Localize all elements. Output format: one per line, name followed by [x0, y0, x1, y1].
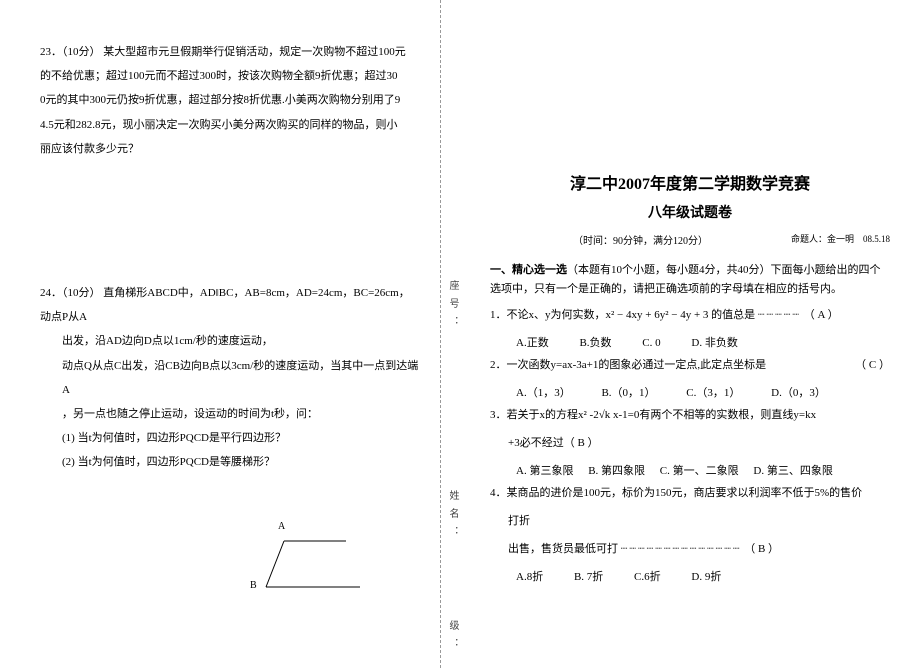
- q2-opt-c: C.（3，1）: [686, 382, 740, 404]
- q3-opt-b: B. 第四象限: [588, 460, 645, 482]
- question-24: 24．（10分） 直角梯形ABCD中，AD‖BC，AB=8cm，AD=24cm，…: [40, 281, 420, 475]
- q2-answer: （ C ）: [855, 354, 890, 376]
- q3-line2: +3必不经过（ B ）: [508, 432, 890, 454]
- q1-opt-c: C. 0: [642, 332, 660, 354]
- q4-line2: 打折: [508, 510, 890, 532]
- q4-dots: ┈┈┈┈┈┈┈┈┈┈┈┈┈┈: [621, 543, 742, 555]
- q4-opt-a: A.8折: [516, 566, 543, 588]
- q1-dots: ┈┈┈┈┈: [758, 309, 801, 321]
- q2-options: A.（1，3） B.（0，1） C.（3，1） D.（0，3）: [516, 382, 890, 404]
- q24-line2: 出发，沿AD边向D点以1cm/秒的速度运动，: [62, 329, 420, 353]
- q2-opt-d: D.（0，3）: [771, 382, 826, 404]
- q4-line3: 出售，售货员最低可打: [508, 543, 618, 555]
- exam-meta: （时间：90分钟，满分120分） 命题人：金一明 08.5.18: [490, 232, 890, 247]
- q23-line5: 丽应该付款多少元？: [40, 137, 420, 161]
- q24-sub2: (2) 当t为何值时，四边形PQCD是等腰梯形？: [62, 450, 420, 474]
- q24-line3: 动点Q从点C出发，沿CB边向B点以3cm/秒的速度运动，当其中一点到达端A: [62, 354, 420, 402]
- q23-line4: 4.5元和282.8元，现小丽决定一次购买小美分两次购买的同样的物品，则小: [40, 113, 420, 137]
- exam-time: （时间：90分钟，满分120分）: [573, 236, 708, 247]
- diagram-label-a: A: [278, 521, 285, 532]
- q4-opt-c: C.6折: [634, 566, 661, 588]
- right-page: 淳二中2007年度第二学期数学竞赛 八年级试题卷 （时间：90分钟，满分120分…: [440, 0, 920, 668]
- diagram-label-b: B: [250, 580, 257, 591]
- q2-opt-a: A.（1，3）: [516, 382, 571, 404]
- question-1: 1．不论x、y为何实数，x² − 4xy + 6y² − 4y + 3 的值总是…: [490, 304, 890, 326]
- q4-opt-b: B. 7折: [574, 566, 603, 588]
- q3-opt-c: C. 第一、二象限: [660, 460, 739, 482]
- exam-author: 命题人：金一明 08.5.18: [791, 232, 890, 245]
- q24-line1: 24．（10分） 直角梯形ABCD中，AD‖BC，AB=8cm，AD=24cm，…: [40, 281, 420, 329]
- question-3: 3．若关于x的方程x² -2√k x-1=0有两个不相等的实数根，则直线y=kx: [490, 404, 890, 426]
- q4-opt-d: D. 9折: [691, 566, 721, 588]
- q3-options: A. 第三象限 B. 第四象限 C. 第一、二象限 D. 第三、四象限: [516, 460, 890, 482]
- left-page: 23．（10分） 某大型超市元旦假期举行促销活动，规定一次购物不超过100元 的…: [0, 0, 440, 668]
- q1-opt-d: D. 非负数: [691, 332, 737, 354]
- q4-options: A.8折 B. 7折 C.6折 D. 9折: [516, 566, 890, 588]
- q1-opt-b: B.负数: [579, 332, 611, 354]
- q23-line3: 0元的其中300元仍按9折优惠，超过部分按8折优惠.小美两次购物分别用了9: [40, 88, 420, 112]
- exam-title: 淳二中2007年度第二学期数学竞赛: [490, 170, 890, 194]
- question-2: 2．一次函数y=ax-3a+1的图象必通过一定点,此定点坐标是 （ C ）: [490, 354, 890, 376]
- q23-line1: 23．（10分） 某大型超市元旦假期举行促销活动，规定一次购物不超过100元: [40, 40, 420, 64]
- q1-text: 1．不论x、y为何实数，x² − 4xy + 6y² − 4y + 3 的值总是: [490, 309, 755, 321]
- q24-sub1: (1) 当t为何值时，四边形PQCD是平行四边形？: [62, 426, 420, 450]
- q3-opt-a: A. 第三象限: [516, 460, 573, 482]
- q2-text: 2．一次函数y=ax-3a+1的图象必通过一定点,此定点坐标是: [490, 359, 766, 371]
- q1-options: A.正数 B.负数 C. 0 D. 非负数: [516, 332, 890, 354]
- q23-line2: 的不给优惠；超过100元而不超过300时，按该次购物全额9折优惠；超过30: [40, 64, 420, 88]
- q4-answer: （ B ）: [744, 543, 779, 555]
- exam-subtitle: 八年级试题卷: [490, 202, 890, 222]
- question-4: 4．某商品的进价是100元，标价为150元，商店要求以利润率不低于5%的售价: [490, 482, 890, 504]
- section-1-head: 一、精心选一选（本题有10个小题，每小题4分，共40分）下面每小题给出的四个选项…: [490, 261, 890, 298]
- q1-answer: （ A ）: [804, 309, 839, 321]
- section-1-title: 一、精心选一选: [490, 264, 567, 276]
- trapezoid-diagram: A B: [260, 535, 380, 615]
- q3-opt-d: D. 第三、四象限: [753, 460, 832, 482]
- question-23: 23．（10分） 某大型超市元旦假期举行促销活动，规定一次购物不超过100元 的…: [40, 40, 420, 161]
- q1-opt-a: A.正数: [516, 332, 549, 354]
- q3-text: 3．若关于x的方程x² -2√k x-1=0有两个不相等的实数根，则直线y=kx: [490, 409, 816, 421]
- q4-line3-wrap: 出售，售货员最低可打 ┈┈┈┈┈┈┈┈┈┈┈┈┈┈ （ B ）: [508, 538, 890, 560]
- q24-line4: ，另一点也随之停止运动，设运动的时间为t秒，问：: [62, 402, 420, 426]
- q2-opt-b: B.（0，1）: [601, 382, 655, 404]
- q4-text: 4．某商品的进价是100元，标价为150元，商店要求以利润率不低于5%的售价: [490, 487, 862, 499]
